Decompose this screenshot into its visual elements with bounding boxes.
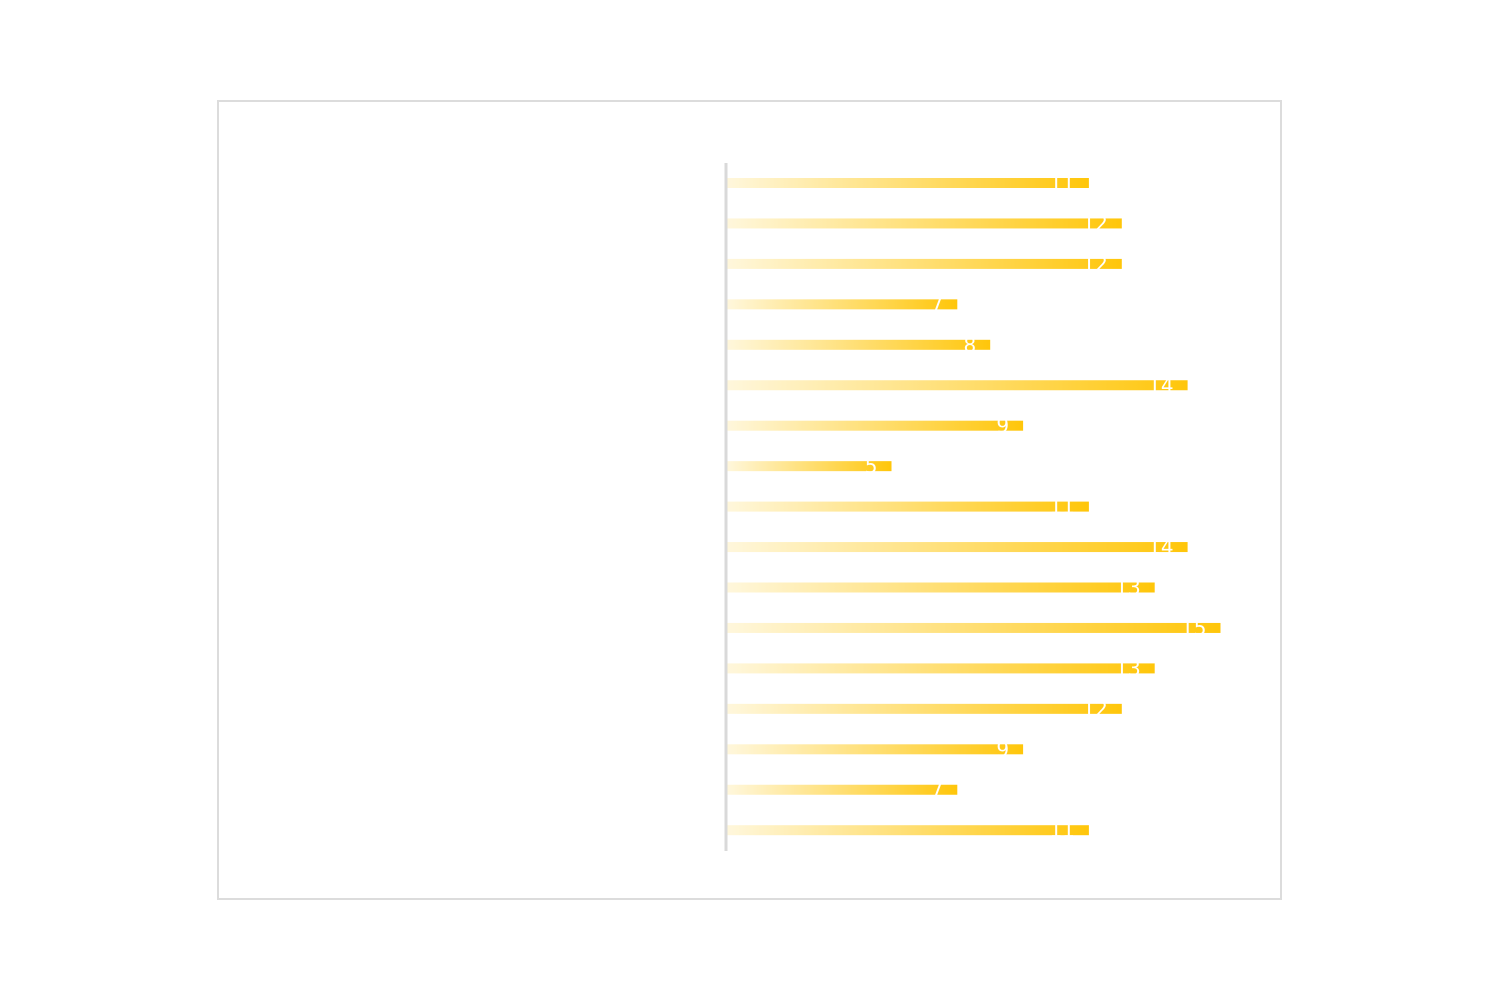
bar-value-label-15: 7: [931, 778, 944, 802]
bar-12: [727, 663, 1155, 674]
bar-value-label-10: 13: [1115, 576, 1140, 600]
bar-11: [727, 622, 1221, 633]
bar-3: [727, 299, 958, 310]
bar-value-label-12: 13: [1115, 656, 1140, 680]
bar-value-label-2: 12: [1082, 252, 1107, 276]
bar-value-label-16: 11: [1049, 818, 1074, 842]
bar-9: [727, 542, 1188, 553]
chart-frame: [217, 100, 1282, 900]
bar-10: [727, 582, 1155, 593]
bar-value-label-9: 14: [1148, 535, 1173, 559]
bar-value-label-5: 14: [1148, 373, 1173, 397]
bar-15: [727, 784, 958, 795]
bar-value-label-0: 11: [1049, 171, 1074, 195]
bar-value-label-4: 8: [963, 333, 976, 357]
bar-value-label-1: 12: [1082, 211, 1107, 235]
bar-5: [727, 380, 1188, 391]
bar-13: [727, 703, 1122, 714]
bar-value-label-11: 15: [1181, 616, 1206, 640]
bar-2: [727, 258, 1122, 269]
bar-16: [727, 825, 1089, 836]
bar-value-label-14: 9: [996, 737, 1009, 761]
bar-8: [727, 501, 1089, 512]
bar-value-label-8: 11: [1049, 495, 1074, 519]
bar-6: [727, 420, 1024, 431]
bar-0: [727, 178, 1089, 188]
bar-value-label-13: 12: [1082, 697, 1107, 721]
bar-value-label-7: 5: [865, 454, 878, 478]
bars-layer: [727, 178, 1221, 836]
bar-4: [727, 339, 991, 350]
bar-value-label-6: 9: [996, 414, 1009, 438]
bar-14: [727, 744, 1024, 755]
bar-1: [727, 218, 1122, 229]
bar-value-label-3: 7: [931, 292, 944, 316]
bar-7: [727, 461, 892, 472]
